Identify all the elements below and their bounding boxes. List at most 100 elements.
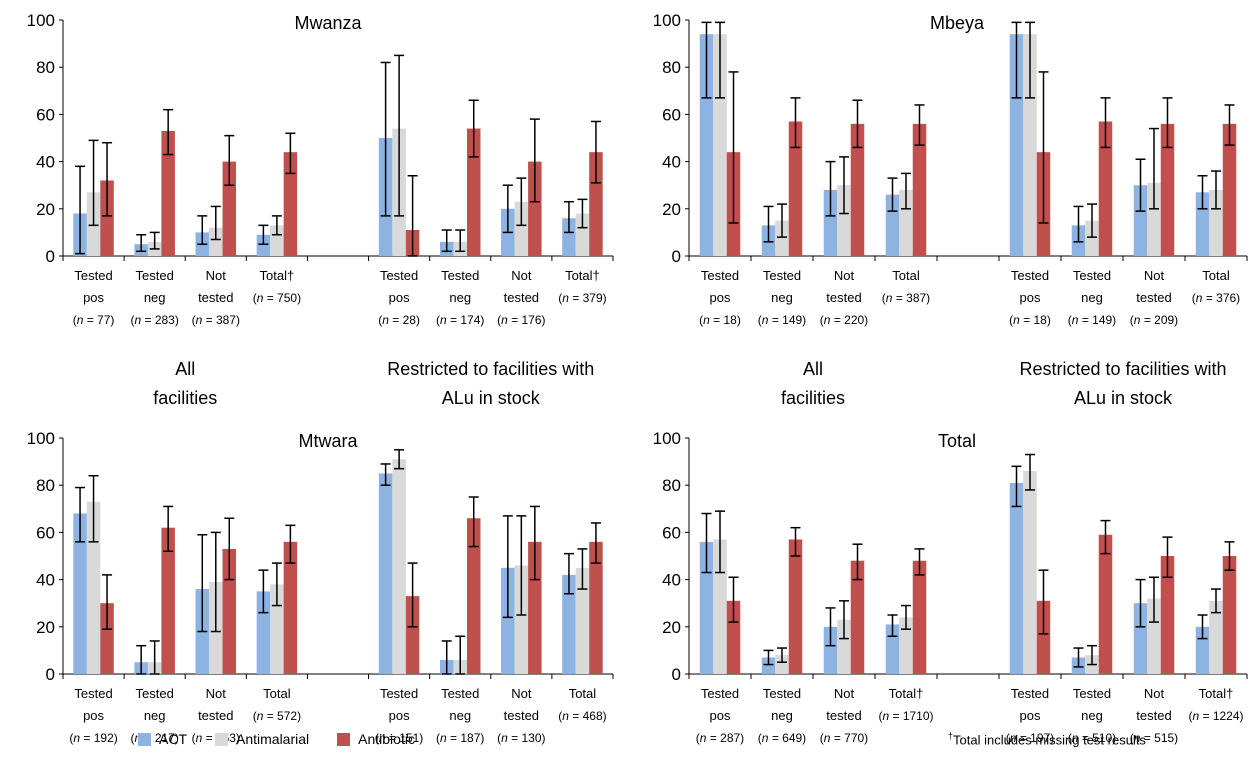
footnote-dagger: †: [948, 731, 954, 741]
bar-group: [439, 496, 481, 675]
x-category-label: Tested: [74, 268, 112, 283]
bar-group: [1133, 97, 1175, 256]
bar-group: [256, 524, 298, 674]
bar-group: [761, 97, 803, 256]
footnote-text: Total includes missing test results: [953, 732, 1146, 748]
x-category-label: Tested: [380, 686, 418, 701]
y-tick-label: 40: [662, 571, 681, 590]
x-category-label: Tested: [1073, 268, 1111, 283]
x-category-label: Total: [1202, 268, 1230, 283]
x-category-label: pos: [83, 290, 104, 305]
bar-group: [378, 54, 420, 257]
x-category-label: Not: [1144, 686, 1165, 701]
x-category-label: Tested: [441, 268, 479, 283]
bar-antimalarial: [899, 617, 913, 674]
panel-mtwara: 0 20 40 60 80 100 Mtwara Tested pos (n = 192) Test…: [27, 429, 614, 745]
x-category-label: Not: [206, 268, 227, 283]
bar-antibiotic: [850, 560, 865, 674]
section-label-all: facilities: [781, 388, 845, 408]
bar-antibiotic: [1160, 123, 1175, 256]
x-category-label: tested: [826, 708, 861, 723]
bar-antimalarial: [1085, 220, 1099, 256]
bar-group: [823, 99, 865, 256]
bar-antimalarial: [775, 220, 789, 256]
x-category-label: pos: [1020, 290, 1041, 305]
x-category-label: Not: [511, 686, 532, 701]
bar-group: [1195, 541, 1237, 674]
bar-antibiotic: [161, 527, 175, 674]
bar-group: [823, 543, 865, 674]
section-label-all: All: [803, 359, 823, 379]
x-category-n: (n = 387): [192, 313, 240, 327]
bar-group: [562, 522, 603, 674]
x-category-label: pos: [710, 290, 731, 305]
bar-antimalarial: [713, 34, 727, 256]
section-label-restricted: ALu in stock: [1074, 388, 1173, 408]
x-category-label: pos: [389, 290, 410, 305]
x-category-label: pos: [83, 708, 104, 723]
bar-antimalarial: [899, 189, 913, 256]
x-category-n: (n = 197): [1006, 731, 1054, 745]
y-tick-label: 80: [662, 476, 681, 495]
bar-group: [1195, 104, 1237, 256]
x-category-label: tested: [198, 290, 233, 305]
x-category-label: Tested: [763, 268, 801, 283]
bar-antibiotic: [788, 121, 803, 256]
bar-antimalarial: [514, 201, 529, 256]
bar-act: [1009, 482, 1024, 674]
y-tick-label: 20: [662, 200, 681, 219]
y-tick-label: 40: [662, 153, 681, 172]
x-category-n: (n = 1710): [878, 709, 933, 723]
y-tick-label: 60: [662, 523, 681, 542]
bar-antibiotic: [161, 130, 175, 256]
x-category-n: (n = 174): [436, 313, 484, 327]
bar-antimalarial: [837, 185, 851, 256]
x-category-n: (n = 130): [497, 731, 545, 745]
legend-label-antibiotic: Antibiotic: [358, 731, 415, 747]
x-category-label: neg: [1081, 290, 1103, 305]
bar-antibiotic: [466, 518, 481, 674]
bar-antimalarial: [514, 565, 529, 674]
x-category-label: tested: [1136, 708, 1171, 723]
bar-act: [699, 541, 714, 674]
y-tick-label: 60: [662, 105, 681, 124]
y-tick-label: 80: [36, 476, 55, 495]
bar-group: [885, 548, 927, 674]
panel-title: Total: [938, 431, 976, 451]
bar-antibiotic: [466, 128, 481, 256]
bar-antimalarial: [1209, 600, 1223, 674]
x-category-label: Tested: [1011, 268, 1049, 283]
panel-title: Mbeya: [930, 13, 985, 33]
bar-group: [195, 517, 237, 674]
x-category-label: tested: [504, 290, 539, 305]
y-tick-label: 40: [36, 153, 55, 172]
bar-group: [501, 505, 542, 674]
x-category-label: pos: [1020, 708, 1041, 723]
panel-title: Mtwara: [298, 431, 358, 451]
bar-act: [823, 189, 838, 256]
x-category-label: Tested: [701, 686, 739, 701]
bar-group: [73, 139, 114, 256]
bar-antibiotic: [528, 161, 542, 256]
x-category-label: Total†: [889, 686, 924, 701]
x-category-n: (n = 770): [820, 731, 868, 745]
x-category-label: Tested: [763, 686, 801, 701]
bar-antimalarial: [86, 501, 101, 674]
section-label-all: facilities: [153, 388, 217, 408]
x-category-n: (n = 287): [696, 731, 744, 745]
x-category-label: Tested: [74, 686, 112, 701]
x-category-n: (n = 149): [758, 313, 806, 327]
x-category-n: (n = 283): [130, 313, 178, 327]
x-category-label: pos: [389, 708, 410, 723]
x-category-label: neg: [449, 708, 471, 723]
bar-group: [885, 104, 927, 256]
y-tick-label: 80: [662, 58, 681, 77]
y-tick-label: 60: [36, 523, 55, 542]
x-category-label: tested: [198, 708, 233, 723]
x-category-n: (n = 28): [378, 313, 420, 327]
bar-act: [562, 218, 576, 256]
bar-antibiotic: [1098, 121, 1113, 256]
x-category-n: (n = 176): [497, 313, 545, 327]
bar-antimalarial: [1023, 471, 1037, 674]
